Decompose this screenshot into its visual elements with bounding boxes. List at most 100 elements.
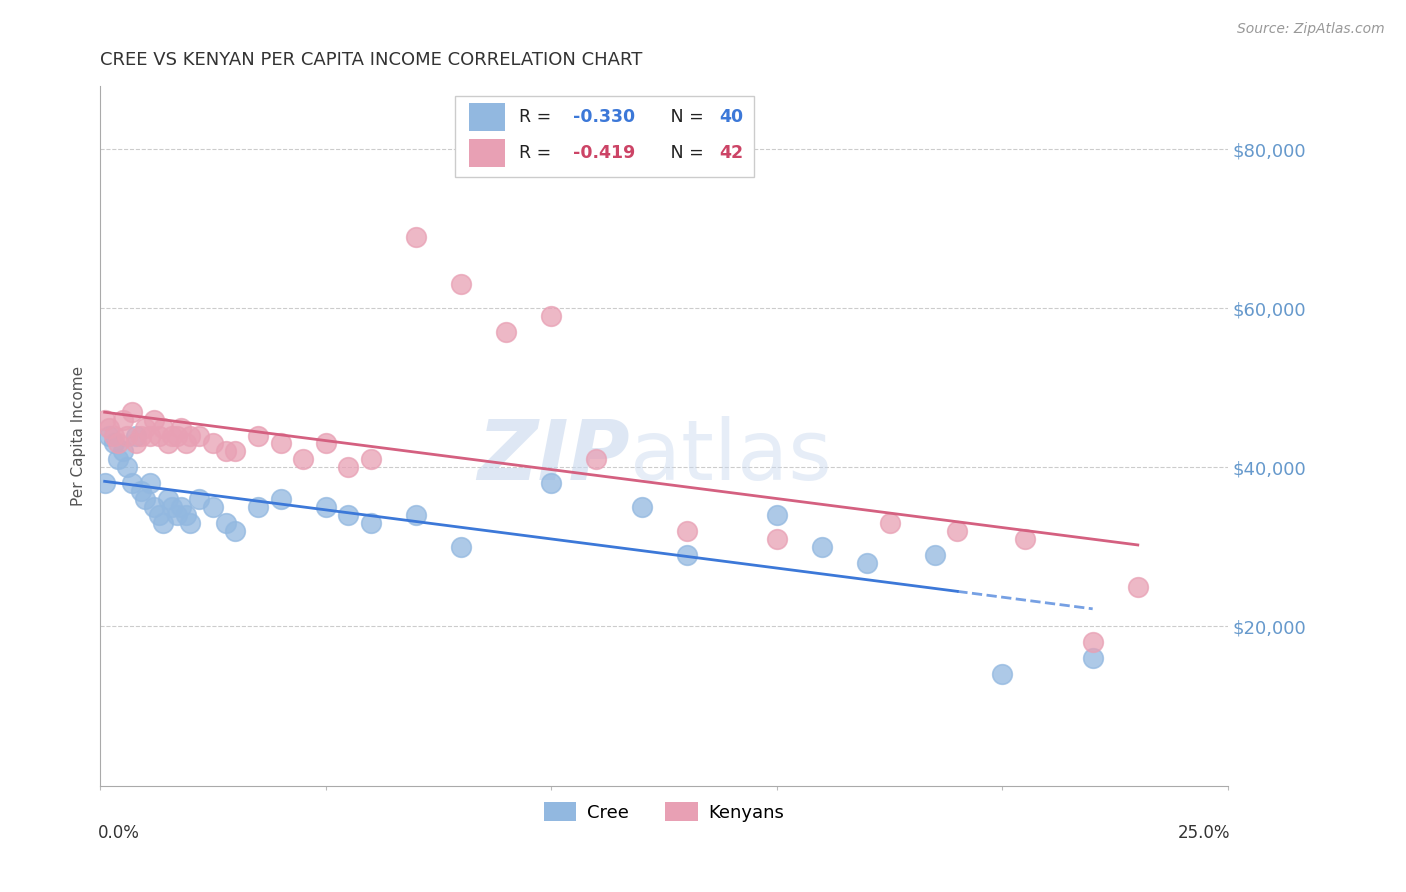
Point xyxy=(129,428,152,442)
Point xyxy=(162,500,184,515)
Text: atlas: atlas xyxy=(630,416,832,497)
Point xyxy=(121,405,143,419)
Point xyxy=(139,428,162,442)
Text: N =: N = xyxy=(654,108,709,126)
Point xyxy=(179,428,201,442)
Point xyxy=(107,436,129,450)
Point xyxy=(143,500,166,515)
Point xyxy=(675,524,697,538)
Point xyxy=(174,436,197,450)
Point xyxy=(170,500,193,515)
Point xyxy=(170,420,193,434)
FancyBboxPatch shape xyxy=(470,139,505,168)
Point xyxy=(247,428,270,442)
Point xyxy=(152,420,174,434)
Point xyxy=(540,309,562,323)
Point xyxy=(156,492,179,507)
Point xyxy=(129,484,152,499)
Point xyxy=(224,524,246,538)
Point xyxy=(121,476,143,491)
Point xyxy=(450,277,472,292)
Point xyxy=(315,436,337,450)
Point xyxy=(405,508,427,522)
Point xyxy=(115,460,138,475)
Point xyxy=(1081,651,1104,665)
Point xyxy=(766,532,789,546)
Point xyxy=(270,436,292,450)
Y-axis label: Per Capita Income: Per Capita Income xyxy=(72,366,86,506)
Point xyxy=(93,412,115,426)
Point xyxy=(125,436,148,450)
Point xyxy=(360,516,382,530)
Point xyxy=(103,428,125,442)
Point xyxy=(224,444,246,458)
Point xyxy=(270,492,292,507)
Point xyxy=(125,428,148,442)
Point xyxy=(98,428,121,442)
Point xyxy=(215,444,238,458)
Point xyxy=(139,476,162,491)
Text: R =: R = xyxy=(519,108,557,126)
Point xyxy=(879,516,901,530)
Point xyxy=(215,516,238,530)
Point xyxy=(766,508,789,522)
Point xyxy=(201,500,224,515)
FancyBboxPatch shape xyxy=(456,96,754,177)
Point xyxy=(337,508,360,522)
Text: ZIP: ZIP xyxy=(478,416,630,497)
Point xyxy=(1126,580,1149,594)
Point xyxy=(152,516,174,530)
Point xyxy=(585,452,607,467)
Point xyxy=(630,500,652,515)
Text: R =: R = xyxy=(519,145,557,162)
Point xyxy=(115,428,138,442)
Point xyxy=(188,428,211,442)
Text: -0.330: -0.330 xyxy=(572,108,636,126)
Text: 42: 42 xyxy=(720,145,744,162)
Point xyxy=(174,508,197,522)
Point xyxy=(315,500,337,515)
Point xyxy=(166,508,188,522)
Point xyxy=(156,436,179,450)
Point xyxy=(247,500,270,515)
Point xyxy=(103,436,125,450)
Point xyxy=(1014,532,1036,546)
Point xyxy=(450,540,472,554)
Point xyxy=(166,428,188,442)
Legend: Cree, Kenyans: Cree, Kenyans xyxy=(537,796,792,829)
Point xyxy=(1081,635,1104,649)
Point xyxy=(93,476,115,491)
Point xyxy=(179,516,201,530)
Text: 25.0%: 25.0% xyxy=(1178,824,1230,842)
Text: 40: 40 xyxy=(720,108,744,126)
Point xyxy=(856,556,879,570)
Point xyxy=(924,548,946,562)
Point xyxy=(143,412,166,426)
Text: Source: ZipAtlas.com: Source: ZipAtlas.com xyxy=(1237,22,1385,37)
Point xyxy=(201,436,224,450)
FancyBboxPatch shape xyxy=(470,103,505,131)
Point xyxy=(148,508,170,522)
Point xyxy=(292,452,315,467)
Point xyxy=(148,428,170,442)
Text: 0.0%: 0.0% xyxy=(98,824,139,842)
Text: N =: N = xyxy=(654,145,709,162)
Point xyxy=(495,325,517,339)
Point xyxy=(540,476,562,491)
Point xyxy=(134,420,156,434)
Point xyxy=(162,428,184,442)
Point xyxy=(337,460,360,475)
Point xyxy=(946,524,969,538)
Point xyxy=(675,548,697,562)
Point xyxy=(188,492,211,507)
Point xyxy=(405,229,427,244)
Text: -0.419: -0.419 xyxy=(572,145,636,162)
Point xyxy=(98,420,121,434)
Point xyxy=(107,452,129,467)
Point xyxy=(111,412,134,426)
Text: CREE VS KENYAN PER CAPITA INCOME CORRELATION CHART: CREE VS KENYAN PER CAPITA INCOME CORRELA… xyxy=(100,51,643,69)
Point xyxy=(134,492,156,507)
Point xyxy=(111,444,134,458)
Point xyxy=(360,452,382,467)
Point xyxy=(991,667,1014,681)
